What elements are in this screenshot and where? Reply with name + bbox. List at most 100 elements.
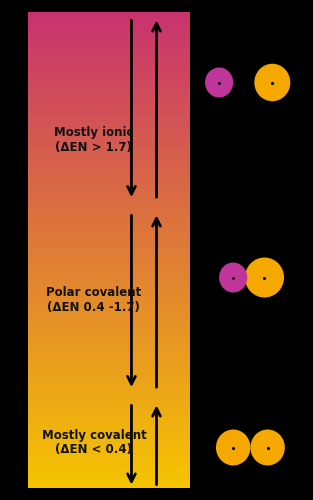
Ellipse shape <box>205 68 233 98</box>
Bar <box>28 258 190 260</box>
Bar <box>28 296 190 298</box>
Bar <box>28 376 190 377</box>
Bar <box>28 304 190 306</box>
Bar <box>28 142 190 143</box>
Bar <box>28 408 190 409</box>
Bar <box>28 122 190 123</box>
Bar <box>28 15 190 16</box>
Bar <box>28 193 190 194</box>
Bar <box>28 123 190 124</box>
Bar <box>28 370 190 371</box>
Text: Polar covalent
(ΔEN 0.4 -1.7): Polar covalent (ΔEN 0.4 -1.7) <box>46 286 141 314</box>
Bar <box>28 377 190 378</box>
Bar <box>28 213 190 214</box>
Bar <box>28 446 190 447</box>
Bar <box>28 322 190 324</box>
Bar <box>28 73 190 74</box>
Bar <box>28 338 190 339</box>
Bar <box>28 454 190 456</box>
Bar <box>28 136 190 137</box>
Bar <box>28 300 190 301</box>
Bar <box>28 409 190 410</box>
Bar <box>28 344 190 345</box>
Bar <box>28 167 190 168</box>
Bar <box>28 41 190 42</box>
Bar <box>28 424 190 426</box>
Bar <box>28 141 190 142</box>
Bar <box>28 269 190 270</box>
Bar <box>28 384 190 386</box>
Bar <box>28 445 190 446</box>
Bar <box>28 406 190 407</box>
Bar <box>28 200 190 202</box>
Bar <box>28 143 190 144</box>
Text: Mostly covalent
(ΔEN < 0.4): Mostly covalent (ΔEN < 0.4) <box>42 428 146 456</box>
Bar <box>28 288 190 289</box>
Bar <box>28 330 190 331</box>
Bar <box>28 470 190 471</box>
Bar <box>28 404 190 406</box>
Bar <box>28 52 190 53</box>
Bar <box>28 400 190 401</box>
Bar <box>28 281 190 282</box>
Bar <box>28 205 190 206</box>
Bar <box>28 124 190 126</box>
Bar <box>28 110 190 111</box>
Bar <box>28 439 190 440</box>
Bar <box>28 363 190 364</box>
Bar <box>28 32 190 34</box>
Ellipse shape <box>216 430 250 466</box>
Bar <box>28 275 190 276</box>
Bar <box>28 173 190 174</box>
Bar <box>28 284 190 286</box>
Bar <box>28 144 190 146</box>
Bar <box>28 187 190 188</box>
Bar <box>28 293 190 294</box>
Bar <box>28 346 190 348</box>
Bar <box>28 169 190 170</box>
Bar <box>28 254 190 255</box>
Bar <box>28 219 190 220</box>
Bar <box>28 114 190 116</box>
Bar <box>28 62 190 64</box>
Bar <box>28 248 190 249</box>
Bar <box>28 354 190 356</box>
Bar <box>28 72 190 73</box>
Bar <box>28 66 190 67</box>
Bar <box>28 403 190 404</box>
Bar <box>28 480 190 482</box>
Bar <box>28 434 190 435</box>
Bar <box>28 161 190 162</box>
Ellipse shape <box>219 262 247 292</box>
Bar <box>28 436 190 438</box>
Bar <box>28 47 190 48</box>
Bar <box>28 313 190 314</box>
Bar <box>28 21 190 22</box>
Bar <box>28 307 190 308</box>
Bar <box>28 464 190 465</box>
Bar <box>28 415 190 416</box>
Bar <box>28 368 190 369</box>
Bar <box>28 198 190 199</box>
Bar <box>28 458 190 459</box>
Bar <box>28 280 190 281</box>
Bar <box>28 208 190 210</box>
Bar <box>28 30 190 32</box>
Bar <box>28 129 190 130</box>
Bar <box>28 342 190 344</box>
Bar <box>28 162 190 164</box>
Bar <box>28 178 190 179</box>
Bar <box>28 340 190 342</box>
Bar <box>28 462 190 464</box>
Bar <box>28 474 190 476</box>
Bar <box>28 84 190 85</box>
Bar <box>28 448 190 450</box>
Bar <box>28 410 190 412</box>
Bar <box>28 168 190 169</box>
Bar <box>28 91 190 92</box>
Bar <box>28 420 190 421</box>
Bar <box>28 350 190 351</box>
Bar <box>28 118 190 120</box>
Bar <box>28 383 190 384</box>
Bar <box>28 257 190 258</box>
